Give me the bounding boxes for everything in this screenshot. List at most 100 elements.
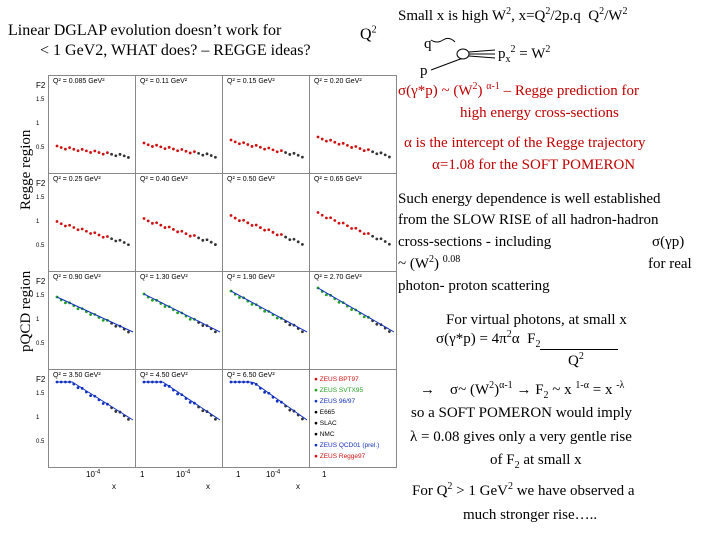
data-point [167,145,171,149]
data-point [320,137,324,141]
data-point [76,386,80,390]
data-point [163,384,167,387]
x-tick-right-2: 1 [322,470,327,479]
x-tick-right-1: 10-4 [266,469,281,479]
data-point [193,150,196,154]
legend-item: ● ZEUS Regge97 [314,453,366,460]
data-point [292,151,296,155]
data-point [288,238,292,242]
data-point [358,147,362,150]
q-label: q [424,36,432,52]
data-point [280,233,283,236]
data-point [72,226,76,229]
data-point [267,228,271,232]
data-point [341,141,345,145]
data-point [151,221,154,225]
data-point [250,302,254,306]
data-point [122,154,126,158]
fit-curve [56,296,134,333]
data-point [388,155,391,159]
data-point [371,234,374,238]
data-point [254,223,258,227]
data-point [106,235,109,238]
energy-line-2: from the SLOW RISE of all hadron-hadron [398,212,659,228]
x-axis-label-1: x [112,482,116,491]
panel-plot [229,138,304,159]
fit-curve [230,290,308,333]
panel-q2-label: Q² = 0.20 GeV² [314,78,362,85]
data-point [337,300,341,304]
data-point [358,229,362,233]
panel-plot [55,295,134,334]
data-point [333,219,337,222]
panel-plot [316,286,395,333]
f2-panel: Q² = 0.90 GeV² [48,271,136,370]
data-point [341,221,345,225]
data-point [176,311,179,315]
data-point [118,238,122,242]
data-point [292,237,296,241]
title-line-1: Linear DGLAP evolution doesn’t work for [8,22,282,39]
y-tick-label: 0.5 [36,145,45,151]
f2-panel: Q² = 6.50 GeV² [222,369,310,468]
data-point [362,315,366,319]
fit-curve [57,381,134,421]
panel-q2-label: Q² = 1.30 GeV² [140,274,188,281]
y-tick-label: 1 [36,219,40,225]
data-point [362,149,366,153]
panel-q2-label: Q² = 2.70 GeV² [314,274,362,281]
regge-prediction-line-1: σ(γ*p) ~ (W2) α-1 – Regge prediction for [398,81,639,100]
data-point [106,151,109,155]
panel-plot [55,380,134,421]
data-point [118,152,122,156]
panel-q2-label: Q² = 4.50 GeV² [140,372,188,379]
data-point [205,238,209,242]
p-label: p [420,63,428,79]
data-point [85,229,88,233]
data-point [271,230,275,234]
data-point [229,214,233,217]
data-point [275,399,279,403]
f2-axis-label: F2 [36,81,46,90]
data-point [288,323,292,327]
data-point [316,211,320,214]
virtual-line-3: Q2 [568,351,584,370]
data-point [275,150,279,154]
data-point [250,145,254,148]
f2-axis-label: F2 [36,277,46,286]
f2-panel: Q² = 0.65 GeV² [309,173,397,272]
data-point [89,313,92,316]
data-point [238,296,241,299]
data-point [383,240,387,243]
data-point [325,216,328,220]
data-point [163,226,167,229]
data-point [242,141,245,145]
data-point [296,153,300,157]
panel-q2-label: Q² = 0.40 GeV² [140,176,188,183]
fit-curve [143,293,221,333]
data-point [379,151,383,155]
data-point [97,151,101,154]
y-tick-label: 0.5 [36,341,45,347]
data-point [301,155,304,159]
legend-item: ● NMC [314,431,335,438]
panel-q2-label: Q² = 0.90 GeV² [53,274,101,281]
data-point [76,307,80,311]
data-point [214,330,217,334]
data-point [284,151,287,154]
small-x-text: Small x is high W2, x=Q2/2p.q Q2/W2 [398,6,628,25]
data-point [209,154,213,157]
data-point [354,145,358,148]
data-point [375,152,379,156]
y-tick-label: 1 [36,121,40,127]
data-point [101,402,105,405]
data-point [350,146,353,149]
data-point [316,135,320,139]
data-point [238,142,241,146]
data-point [93,231,97,235]
panel-plot [55,220,130,247]
data-point [325,293,328,297]
data-point [180,148,184,151]
data-point [55,220,59,223]
panel-plot [229,214,304,246]
